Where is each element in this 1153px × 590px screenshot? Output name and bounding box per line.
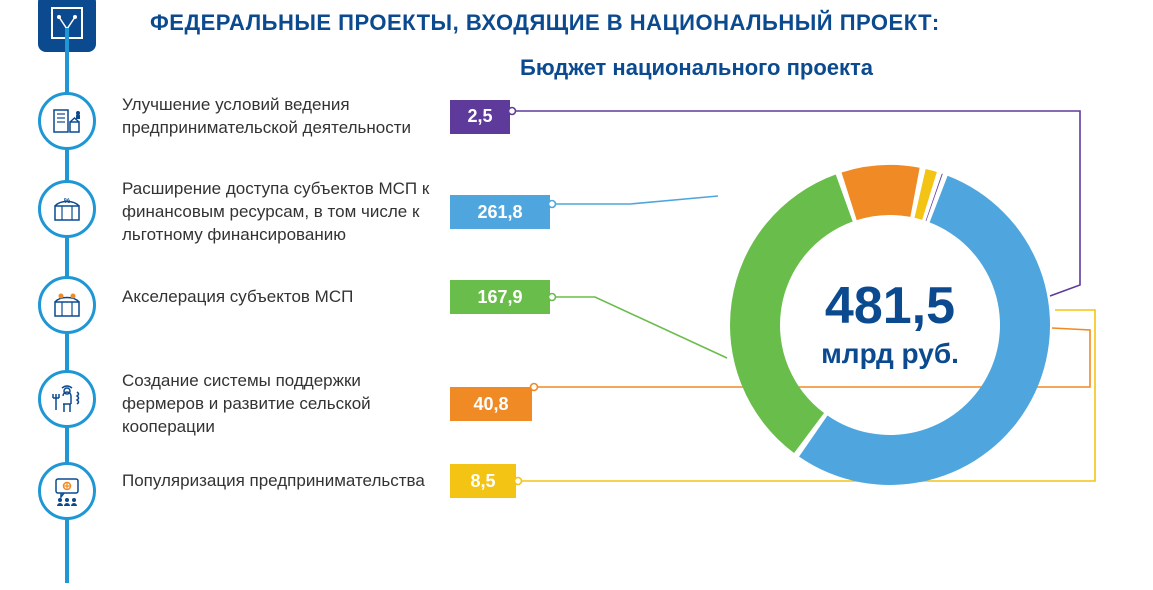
value-bar: 8,5: [450, 464, 516, 498]
donut-chart: 481,5 млрд руб.: [680, 115, 1100, 535]
project-node-2: %: [38, 180, 96, 238]
project-label: Расширение доступа субъектов МСП к финан…: [122, 178, 450, 247]
project-row-3: Акселерация субъектов МСП 167,9: [122, 280, 580, 314]
project-node-4: [38, 370, 96, 428]
budget-subtitle: Бюджет национального проекта: [520, 55, 873, 81]
acceleration-icon: [50, 288, 84, 322]
value-bar: 40,8: [450, 387, 532, 421]
page-title: ФЕДЕРАЛЬНЫЕ ПРОЕКТЫ, ВХОДЯЩИЕ В НАЦИОНАЛ…: [150, 10, 940, 36]
value-text: 2,5: [467, 106, 492, 127]
project-label: Популяризация предпринимательства: [122, 470, 450, 493]
project-node-5: [38, 462, 96, 520]
project-row-4: Создание системы поддержки фермеров и ра…: [122, 370, 580, 439]
farmer-support-icon: [50, 382, 84, 416]
donut-slice: [842, 165, 920, 220]
value-bar: 2,5: [450, 100, 510, 134]
project-row-5: Популяризация предпринимательства 8,5: [122, 464, 580, 498]
donut-svg: [680, 115, 1100, 535]
infographic-root: ФЕДЕРАЛЬНЫЕ ПРОЕКТЫ, ВХОДЯЩИЕ В НАЦИОНАЛ…: [0, 0, 1153, 590]
value-text: 261,8: [477, 202, 522, 223]
value-text: 8,5: [470, 471, 495, 492]
project-label: Улучшение условий ведения предпринимател…: [122, 94, 450, 140]
project-label: Создание системы поддержки фермеров и ра…: [122, 370, 450, 439]
donut-slice: [730, 174, 853, 453]
project-row-1: Улучшение условий ведения предпринимател…: [122, 94, 580, 140]
value-text: 167,9: [477, 287, 522, 308]
project-node-3: [38, 276, 96, 334]
value-bar: 261,8: [450, 195, 550, 229]
popularization-icon: [50, 474, 84, 508]
project-label: Акселерация субъектов МСП: [122, 286, 450, 309]
finance-access-icon: %: [50, 192, 84, 226]
business-conditions-icon: [50, 104, 84, 138]
value-text: 40,8: [473, 394, 508, 415]
svg-text:%: %: [64, 198, 71, 205]
project-node-1: [38, 92, 96, 150]
project-row-2: Расширение доступа субъектов МСП к финан…: [122, 178, 580, 247]
value-bar: 167,9: [450, 280, 550, 314]
